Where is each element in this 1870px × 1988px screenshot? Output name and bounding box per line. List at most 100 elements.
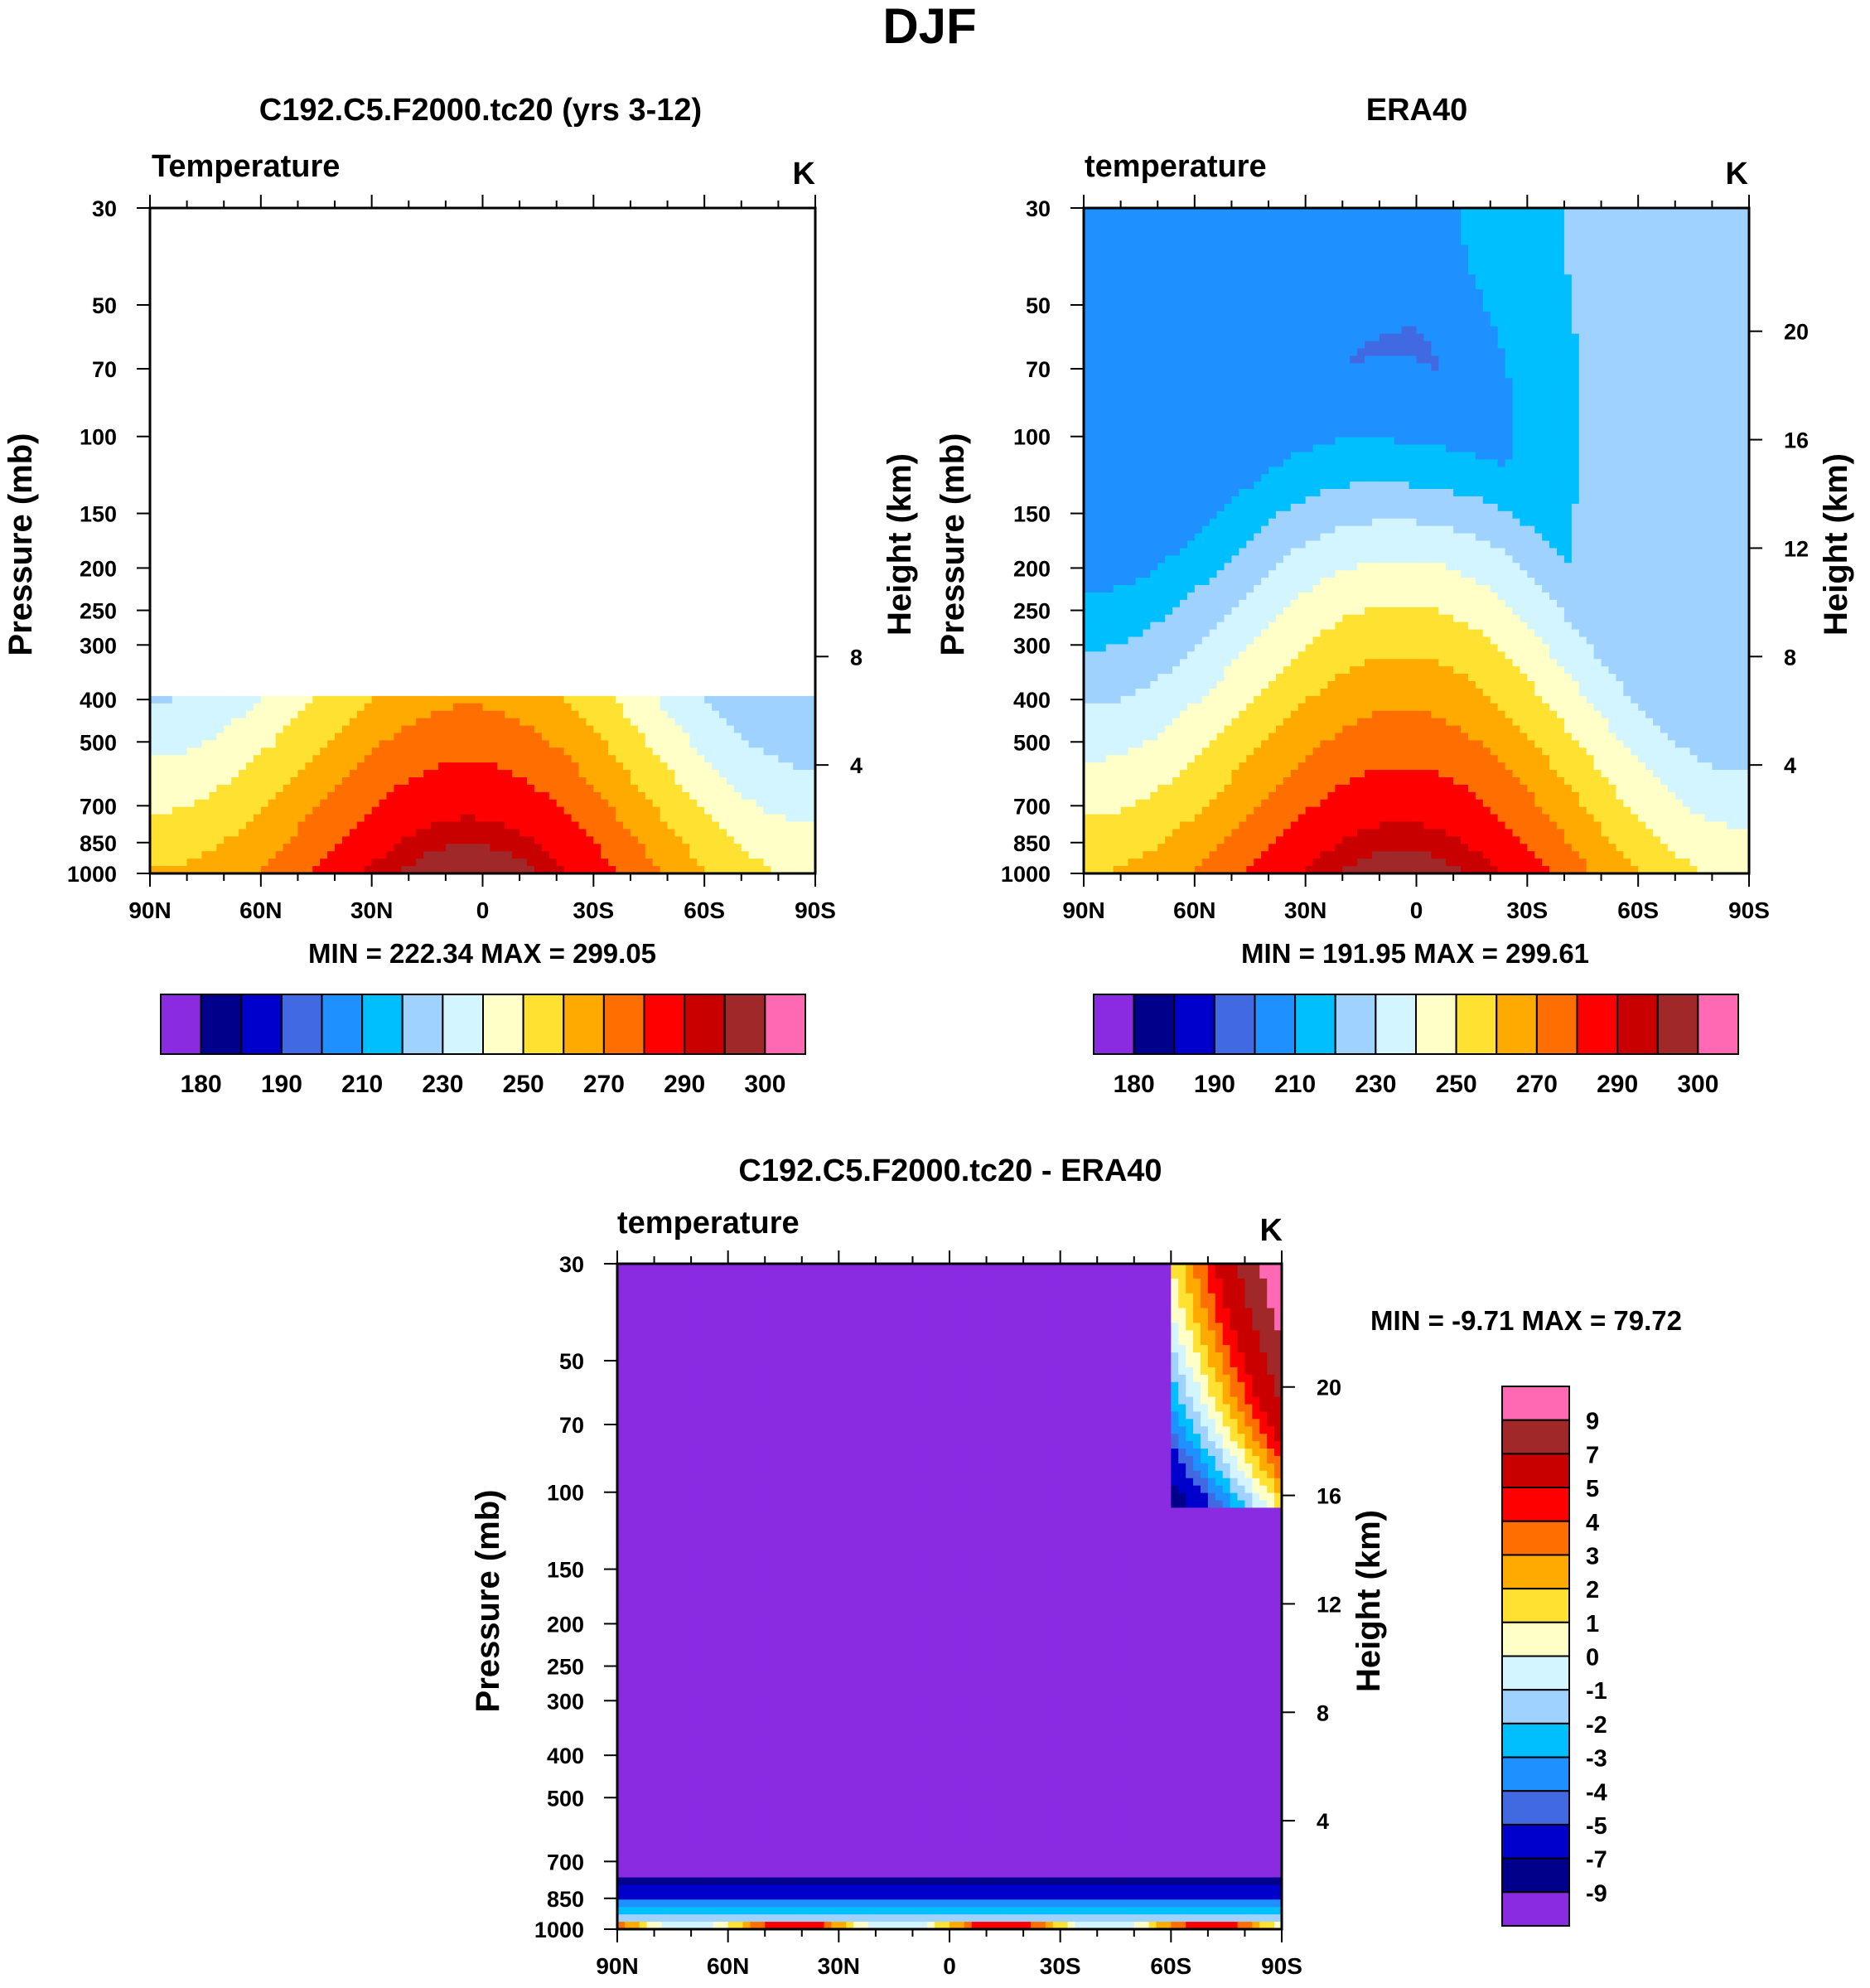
field-cell (741, 762, 750, 771)
field-cell (179, 777, 188, 786)
field-cell (1350, 414, 1358, 423)
field-cell (297, 733, 306, 741)
field-cell (201, 799, 210, 808)
field-cell (1261, 282, 1269, 290)
field-cell (379, 829, 388, 837)
field-cell (1409, 399, 1418, 409)
field-cell (394, 866, 402, 874)
field-cell (1704, 393, 1713, 401)
field-cell (778, 814, 786, 823)
field-cell (1571, 414, 1580, 423)
field-cell (283, 703, 292, 712)
field-cell (712, 829, 720, 837)
field-cell (1534, 244, 1543, 254)
field-cell (534, 762, 543, 771)
field-cell (756, 821, 765, 830)
field-cell (335, 799, 343, 808)
field-cell (305, 844, 313, 852)
field-cell (505, 718, 513, 727)
field-cell (682, 718, 690, 727)
field-cell (1682, 303, 1691, 312)
field-cell (172, 762, 181, 771)
field-cell (748, 836, 757, 844)
field-cell (1563, 289, 1573, 297)
field-cell (253, 777, 262, 786)
field-cell (1645, 414, 1654, 423)
field-cell (386, 733, 395, 741)
field-cell (335, 733, 343, 741)
field-cell (1113, 222, 1122, 231)
field-cell (1128, 326, 1137, 335)
field-cell (1409, 414, 1418, 423)
field-cell (1505, 303, 1514, 312)
field-cell (645, 695, 654, 704)
field-cell (460, 829, 469, 837)
field-cell (1438, 356, 1447, 364)
field-cell (1157, 341, 1166, 350)
field-cell (423, 784, 432, 793)
field-cell (1394, 422, 1403, 431)
field-cell (260, 866, 269, 874)
field-cell (1350, 363, 1358, 371)
field-cell (312, 866, 321, 874)
field-cell (1365, 303, 1373, 312)
field-cell (645, 844, 654, 852)
field-cell (1186, 252, 1196, 261)
field-cell (231, 784, 239, 793)
field-cell (1135, 297, 1143, 305)
field-cell (460, 821, 469, 830)
field-cell (512, 770, 520, 778)
field-cell (452, 784, 461, 793)
field-cell (1150, 370, 1158, 379)
field-cell (1371, 370, 1380, 379)
field-cell (1409, 422, 1418, 431)
field-cell (1527, 208, 1535, 216)
field-cell (1571, 297, 1580, 305)
field-cell (209, 695, 217, 704)
field-cell (1186, 429, 1196, 438)
field-cell (172, 859, 181, 867)
field-cell (379, 784, 388, 793)
field-cell (1467, 222, 1476, 231)
field-cell (497, 777, 505, 786)
field-cell (349, 703, 358, 712)
field-cell (312, 762, 321, 771)
field-cell (1638, 267, 1646, 275)
field-cell (1401, 363, 1410, 371)
field-cell (771, 821, 779, 830)
field-cell (408, 762, 417, 771)
field-cell (1409, 393, 1418, 401)
field-cell (756, 718, 765, 727)
field-cell (1653, 422, 1661, 431)
field-cell (1143, 414, 1151, 423)
field-cell (1520, 259, 1528, 268)
field-cell (452, 725, 461, 734)
field-cell (1261, 333, 1269, 342)
field-cell (379, 755, 388, 763)
field-cell (1697, 414, 1706, 423)
field-cell (431, 762, 439, 771)
field-cell (1342, 326, 1351, 335)
field-cell (460, 770, 469, 778)
field-cell (1084, 215, 1092, 224)
field-cell (1557, 215, 1565, 224)
field-cell (1593, 208, 1602, 216)
field-cell (1194, 230, 1203, 239)
field-cell (431, 710, 439, 719)
field-cell (245, 844, 254, 852)
field-cell (586, 755, 594, 763)
field-cell (689, 851, 698, 859)
field-cell (253, 859, 262, 867)
field-cell (371, 791, 380, 801)
field-cell (601, 806, 609, 815)
field-cell (1534, 267, 1543, 275)
field-cell (1497, 333, 1506, 342)
field-cell (1194, 259, 1203, 268)
field-cell (364, 799, 373, 808)
field-cell (1157, 303, 1166, 312)
field-cell (320, 740, 328, 748)
field-cell (571, 703, 580, 712)
field-cell (437, 784, 447, 793)
field-cell (253, 844, 262, 852)
field-cell (1394, 348, 1403, 357)
